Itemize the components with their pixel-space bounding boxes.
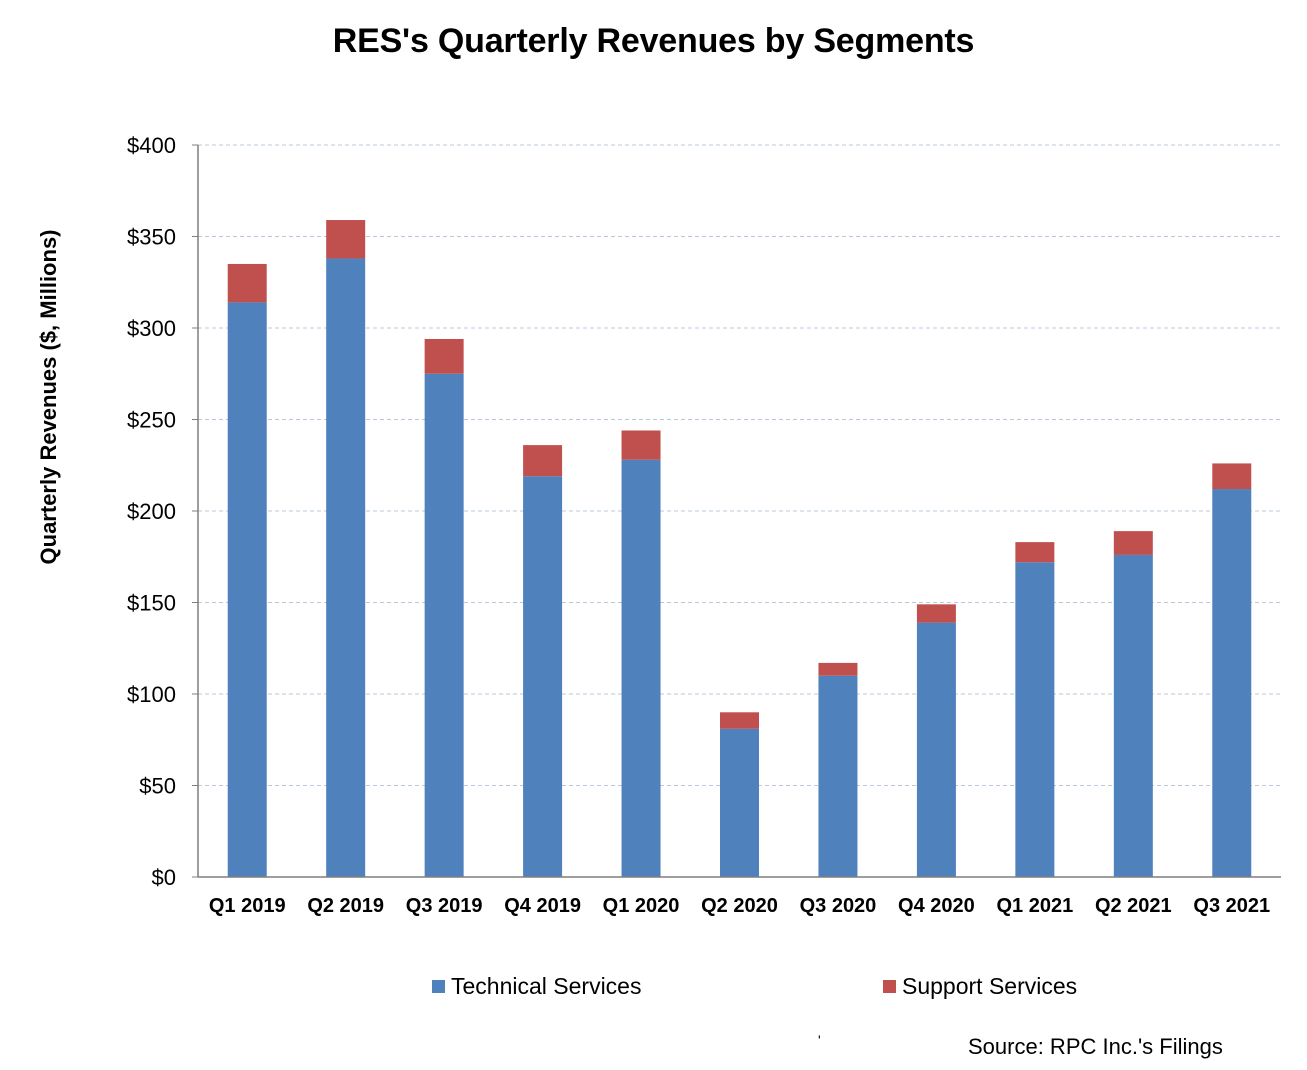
x-tick-labels: Q1 2019 Q2 2019 Q3 2019 Q4 2019 Q1 2020 Q2 20… xyxy=(209,895,1270,917)
bar-technical-services xyxy=(1015,562,1055,877)
bar-technical-services xyxy=(720,728,759,877)
y-tick-label: $50 xyxy=(139,774,176,799)
bar-support-services xyxy=(326,220,366,259)
legend-label: Technical Services xyxy=(451,973,641,999)
y-tick-labels: $0 $50 $100 $150 $200 $250 $300 $350 $400 xyxy=(127,133,198,890)
bar-support-services xyxy=(424,338,464,374)
y-tick-label: $400 xyxy=(127,133,176,158)
x-tick-label: Q4 2020 xyxy=(898,895,975,917)
bar-support-services xyxy=(621,430,661,460)
bar-technical-services xyxy=(1113,554,1153,877)
bar-support-services xyxy=(916,604,956,623)
bar-technical-services xyxy=(424,373,464,877)
x-tick-label: Q3 2021 xyxy=(1193,895,1270,917)
x-tick-label: Q2 2020 xyxy=(701,895,778,917)
y-tick-label: $300 xyxy=(127,316,176,341)
legend-label: Support Services xyxy=(902,973,1077,999)
bar-support-services xyxy=(818,662,858,676)
bar-support-services xyxy=(1212,463,1252,490)
bar-technical-services xyxy=(916,622,956,877)
bar-technical-services xyxy=(326,258,366,878)
chart-title: RES's Quarterly Revenues by Segments xyxy=(332,22,975,60)
bars xyxy=(227,220,1252,878)
x-tick-label: Q3 2019 xyxy=(406,895,483,917)
y-tick-label: $100 xyxy=(127,682,176,707)
bar-support-services xyxy=(227,263,267,303)
bar-support-services xyxy=(720,712,759,729)
source-note: Source: RPC Inc.'s Filings xyxy=(968,1034,1223,1059)
bar-technical-services xyxy=(1212,489,1252,877)
x-tick-label: Q1 2019 xyxy=(209,895,286,917)
bar-technical-services xyxy=(227,302,267,877)
y-tick-label: $0 xyxy=(152,865,176,890)
bar-support-services xyxy=(523,445,563,477)
x-tick-label: Q2 2021 xyxy=(1095,895,1172,917)
y-tick-label: $350 xyxy=(127,225,176,250)
y-axis-title: Quarterly Revenues ($, Millions) xyxy=(36,230,61,565)
y-tick-label: $200 xyxy=(127,499,176,524)
x-tick-label: Q4 2019 xyxy=(504,895,581,917)
x-tick-label: Q3 2020 xyxy=(800,895,877,917)
stray-mark: ' xyxy=(818,1032,821,1048)
legend-swatch-support xyxy=(883,980,896,993)
x-tick-label: Q1 2021 xyxy=(996,895,1073,917)
legend-swatch-technical xyxy=(432,980,445,993)
y-tick-label: $150 xyxy=(127,591,176,616)
bar-support-services xyxy=(1015,542,1055,563)
bar-technical-services xyxy=(818,675,858,877)
y-tick-label: $250 xyxy=(127,408,176,433)
bar-support-services xyxy=(1113,531,1153,555)
bar-technical-services xyxy=(621,459,661,877)
x-tick-label: Q1 2020 xyxy=(603,895,680,917)
x-tick-label: Q2 2019 xyxy=(307,895,384,917)
bar-technical-services xyxy=(523,476,563,877)
legend: Technical Services Support Services xyxy=(432,973,1077,999)
